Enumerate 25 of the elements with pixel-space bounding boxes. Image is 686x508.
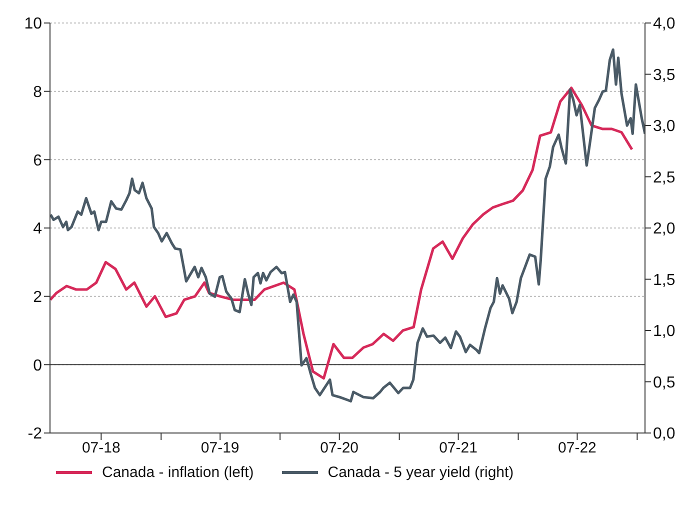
y2-tick-label: 2,0 bbox=[653, 220, 676, 238]
y-tick-label: 10 bbox=[24, 16, 42, 33]
y-tick-label: 4 bbox=[33, 220, 42, 238]
y-tick-label: -2 bbox=[28, 426, 42, 443]
y-tick-label: 6 bbox=[33, 152, 42, 170]
y2-tick-label: 2,5 bbox=[653, 169, 676, 186]
legend-label: Canada - 5 year yield (right) bbox=[328, 464, 514, 481]
y2-tick-label: 3,5 bbox=[653, 66, 676, 84]
y2-tick-label: 1,0 bbox=[653, 323, 676, 340]
x-tick-label: 07-18 bbox=[82, 440, 120, 457]
y-tick-label: 0 bbox=[33, 357, 42, 374]
x-tick-label: 07-22 bbox=[558, 440, 596, 457]
y2-tick-label: 4,0 bbox=[653, 16, 676, 33]
y2-tick-label: 0,0 bbox=[653, 426, 676, 443]
y2-tick-label: 3,0 bbox=[653, 118, 676, 136]
x-tick-label: 07-19 bbox=[200, 440, 240, 457]
x-tick-label: 07-20 bbox=[320, 440, 359, 457]
y-tick-label: 2 bbox=[33, 289, 42, 306]
line-series bbox=[50, 86, 634, 380]
legend-label: Canada - inflation (left) bbox=[102, 464, 254, 481]
y2-tick-label: 1,5 bbox=[653, 272, 676, 289]
x-tick-label: 07-21 bbox=[439, 440, 478, 457]
y-tick-label: 8 bbox=[33, 84, 42, 102]
line-series bbox=[50, 48, 645, 403]
y2-tick-label: 0,5 bbox=[653, 374, 676, 392]
